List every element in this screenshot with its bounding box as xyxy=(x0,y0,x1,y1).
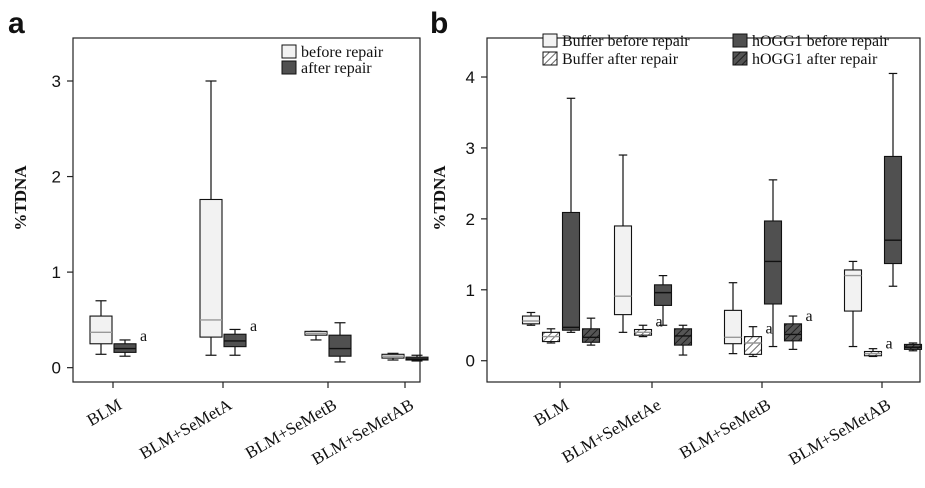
box-plot xyxy=(89,300,113,355)
legend-swatch xyxy=(281,44,297,59)
box-iqr xyxy=(199,198,223,338)
significance-label: a xyxy=(806,308,813,325)
box-plot xyxy=(381,352,405,361)
box-plot xyxy=(521,311,541,326)
panel-label: a xyxy=(8,7,25,40)
box-plot xyxy=(863,348,883,358)
x-tick-label: BLM+SeMetAe xyxy=(559,395,664,467)
box-plot xyxy=(633,324,653,338)
y-tick-label: 2 xyxy=(52,168,61,187)
box-plot xyxy=(581,317,601,346)
box-plot xyxy=(783,315,803,350)
legend-label: before repair xyxy=(301,44,384,61)
box-iqr xyxy=(613,225,633,316)
box-plot xyxy=(653,275,673,326)
box-iqr xyxy=(843,269,863,312)
box-plot xyxy=(883,72,903,287)
legend-swatch xyxy=(281,60,297,75)
legend-swatch xyxy=(542,33,558,48)
significance-label: a xyxy=(656,314,663,331)
box-plot xyxy=(113,339,137,357)
y-tick-label: 0 xyxy=(52,359,61,378)
legend-swatch xyxy=(732,33,748,48)
y-tick-label: 3 xyxy=(52,72,61,91)
significance-label: a xyxy=(766,321,773,338)
plot-frame xyxy=(72,37,421,383)
x-tick-label: BLM+SeMetA xyxy=(136,395,235,463)
legend-swatch xyxy=(542,51,558,66)
box-iqr xyxy=(673,328,693,346)
box-plot xyxy=(304,330,328,341)
y-tick-label: 4 xyxy=(466,68,475,87)
box-plot xyxy=(405,354,429,362)
legend-swatch xyxy=(732,51,748,66)
box-plot xyxy=(743,326,763,358)
legend-label: hOGG1 before repair xyxy=(752,33,890,50)
y-tick-label: 1 xyxy=(52,263,61,282)
x-tick-label: BLM xyxy=(84,395,125,430)
box-iqr xyxy=(521,315,541,325)
box-iqr xyxy=(561,211,581,331)
box-iqr xyxy=(581,328,601,343)
box-plot xyxy=(723,282,743,355)
box-plot xyxy=(328,322,352,363)
box-iqr xyxy=(653,284,673,306)
box-plot xyxy=(763,179,783,348)
legend-label: after repair xyxy=(301,60,372,77)
box-iqr xyxy=(328,334,352,357)
box-plot xyxy=(541,328,561,344)
x-tick-label: BLM xyxy=(531,395,572,430)
panel-label: b xyxy=(430,7,448,40)
significance-label: a xyxy=(140,328,147,345)
y-tick-label: 3 xyxy=(466,139,475,158)
legend-label: Buffer before repair xyxy=(562,33,690,50)
box-plot xyxy=(223,328,247,356)
legend-label: Buffer after repair xyxy=(562,51,679,68)
y-axis-label: %TDNA xyxy=(11,165,30,231)
plot-frame xyxy=(486,37,921,383)
y-tick-label: 1 xyxy=(466,281,475,300)
box-iqr xyxy=(783,323,803,342)
box-iqr xyxy=(883,155,903,265)
x-tick-label: BLM+SeMetB xyxy=(676,395,774,463)
y-axis-label: %TDNA xyxy=(430,165,449,231)
x-tick-label: BLM+SeMetAB xyxy=(785,395,894,469)
box-plot xyxy=(199,80,223,356)
box-iqr xyxy=(763,220,783,305)
box-plot xyxy=(673,324,693,356)
legend-label: hOGG1 after repair xyxy=(752,51,878,68)
box-plot xyxy=(843,260,863,348)
y-tick-label: 0 xyxy=(466,352,475,371)
box-iqr xyxy=(743,336,763,355)
box-iqr xyxy=(723,309,743,345)
box-plot xyxy=(903,342,923,352)
significance-label: a xyxy=(250,318,257,335)
y-tick-label: 2 xyxy=(466,210,475,229)
box-iqr xyxy=(89,315,113,345)
box-plot xyxy=(561,97,581,333)
significance-label: a xyxy=(886,336,893,353)
box-plot xyxy=(613,154,633,333)
